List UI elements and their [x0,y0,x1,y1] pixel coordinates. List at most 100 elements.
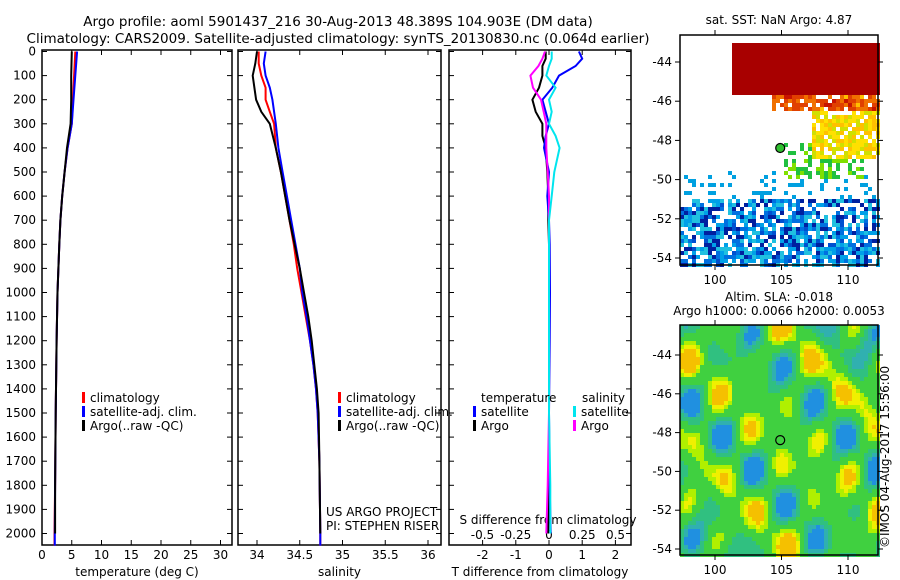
map-cell [772,437,776,441]
map-cell [792,485,796,489]
map-cell [860,533,864,537]
map-cell [800,87,804,91]
map-cell [868,111,872,115]
map-cell [724,361,728,365]
map-cell [824,333,828,337]
y-tick-label: 1000 [5,286,36,300]
map-cell [824,111,828,115]
map-cell [864,529,868,533]
map-cell [792,381,796,385]
map-cell [736,461,740,465]
map-cell [700,183,704,187]
map-cell [756,449,760,453]
map-cell [808,533,812,537]
map-cell [752,485,756,489]
map-cell [864,485,868,489]
map-cell [856,155,860,159]
map-cell [728,235,732,239]
map-cell [848,457,852,461]
map-cell [804,361,808,365]
map-cell [828,373,832,377]
map-cell [832,235,836,239]
map-cell [808,537,812,541]
map-cell [712,239,716,243]
map-cell [788,537,792,541]
map-cell [732,365,736,369]
map-cell [688,357,692,361]
map-cell [836,325,840,329]
map-cell [864,533,868,537]
map-cell [844,151,848,155]
map-cell [856,83,860,87]
map-cell [740,373,744,377]
map-cell [836,413,840,417]
map-cell [816,397,820,401]
map-cell [760,509,764,513]
map-cell [736,215,740,219]
map-cell [792,255,796,259]
map-cell [692,255,696,259]
map-cell [788,199,792,203]
map-cell [812,437,816,441]
map-cell [816,215,820,219]
map-cell [760,445,764,449]
map-cell [800,179,804,183]
map-cell [816,361,820,365]
map-cell [740,521,744,525]
map-cell [804,325,808,329]
map-cell [752,525,756,529]
map-cell [752,219,756,223]
map-cell [720,353,724,357]
map-cell [736,501,740,505]
map-cell [840,251,844,255]
map-cell [768,325,772,329]
map-cell [832,361,836,365]
map-cell [856,445,860,449]
map-cell [836,175,840,179]
map-cell [868,361,872,365]
map-cell [824,461,828,465]
map-cell [708,365,712,369]
map-cell [772,445,776,449]
map-cell [824,361,828,365]
map-cell [768,461,772,465]
map-cell [800,223,804,227]
map-cell [776,377,780,381]
map-cell [712,243,716,247]
map-cell [868,521,872,525]
map-cell [824,365,828,369]
map-cell [716,449,720,453]
map-cell [776,497,780,501]
map-cell [800,485,804,489]
map-cell [872,473,876,477]
map-cell [760,59,764,63]
map-cell [768,393,772,397]
map-cell [780,521,784,525]
map-cell [868,485,872,489]
map-cell [852,469,856,473]
map-cell [696,361,700,365]
map-cell [772,465,776,469]
map-cell [792,457,796,461]
map-cell [696,397,700,401]
map-cell [764,437,768,441]
map-cell [844,51,848,55]
map-cell [792,421,796,425]
map-cell [768,75,772,79]
map-cell [808,405,812,409]
map-cell [840,545,844,549]
map-cell [844,227,848,231]
map-cell [692,235,696,239]
map-cell [852,385,856,389]
map-cell [872,417,876,421]
map-cell [728,199,732,203]
map-cell [704,215,708,219]
map-cell [860,413,864,417]
map-cell [832,513,836,517]
map-cell [856,123,860,127]
map-cell [780,63,784,67]
map-cell [800,341,804,345]
map-cell [708,235,712,239]
map-cell [860,549,864,553]
map-cell [816,513,820,517]
